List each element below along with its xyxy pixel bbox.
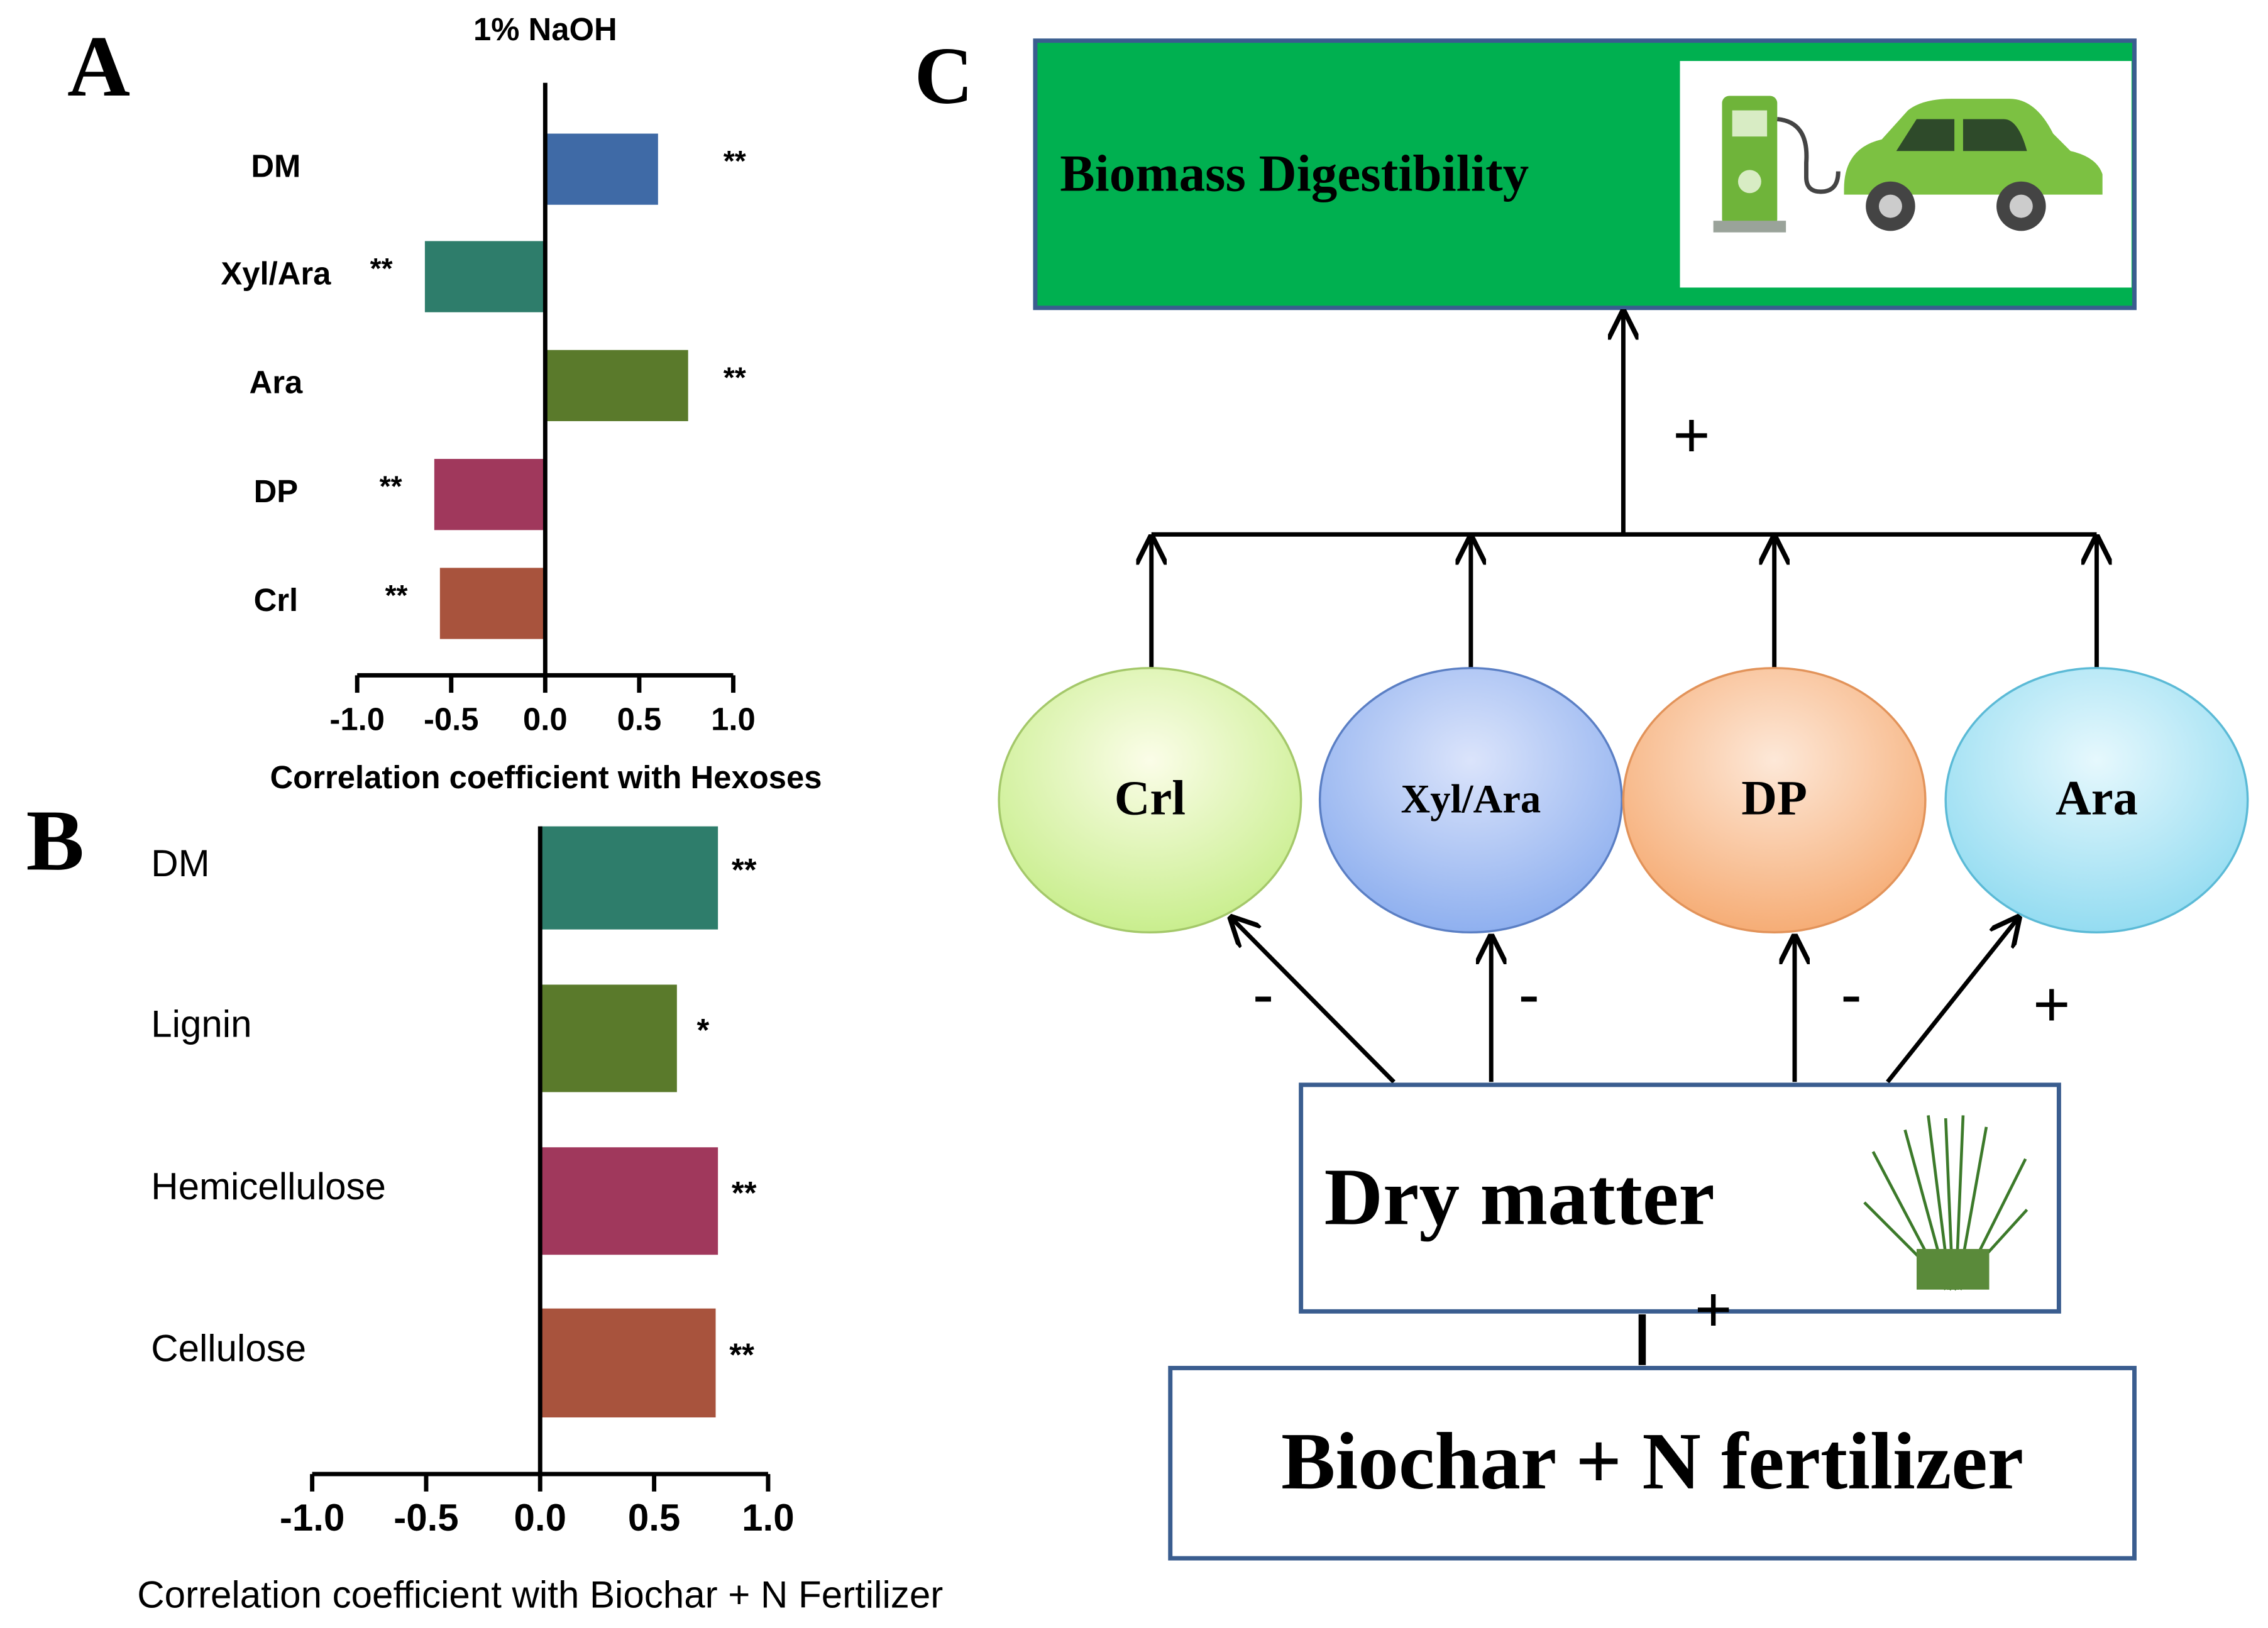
chart-title: 1% NaOH (473, 11, 617, 47)
charts: A 1% NaOH DM ** Xyl/Ara ** Ara ** DP ** Crl ** -1.0 -… (26, 11, 944, 1615)
bottom-box (1168, 1365, 2137, 1561)
x-tick-label: -1.0 (329, 701, 385, 737)
node (1318, 667, 1623, 934)
x-tick-label: 0.5 (628, 1497, 680, 1539)
sign: + (2033, 969, 2070, 1040)
panel-label: A (67, 18, 130, 114)
node-label: Ara (2056, 771, 2138, 825)
sign: + (1673, 399, 1710, 471)
significance-label: ** (732, 1175, 757, 1211)
x-axis-label: Correlation coefficient with Biochar + N… (137, 1573, 943, 1615)
significance-label: ** (724, 145, 746, 177)
sign: - (1518, 958, 1539, 1030)
category-label: DM (251, 148, 300, 184)
bar (439, 568, 546, 639)
significance-label: ** (370, 252, 393, 285)
grass-icon (1863, 1115, 2029, 1291)
x-tick-label: -1.0 (280, 1497, 344, 1539)
sign: - (1841, 958, 1862, 1030)
significance-label: ** (724, 361, 746, 393)
significance-label: ** (385, 579, 408, 612)
bar (540, 1147, 718, 1255)
x-tick-label: 0.0 (523, 701, 568, 737)
panel-label: C (915, 31, 973, 121)
top-box-label: Biomass Digestibility (1060, 144, 1529, 202)
category-label: DP (254, 473, 299, 509)
significance-label: ** (380, 470, 402, 503)
x-tick-label: -0.5 (394, 1497, 458, 1539)
category-label: Hemicellulose (151, 1165, 386, 1207)
node (1622, 667, 1927, 934)
middle-box-label: Dry matter (1324, 1152, 1715, 1241)
car-icon (1713, 96, 2103, 233)
category-label: Cellulose (151, 1328, 306, 1370)
category-label: Lignin (151, 1003, 251, 1045)
bar (540, 1308, 716, 1417)
node (998, 667, 1302, 934)
sign: + (1695, 1273, 1732, 1345)
category-label: Ara (250, 365, 303, 400)
x-tick-label: 0.5 (617, 701, 662, 737)
x-tick-label: 1.0 (742, 1497, 794, 1539)
node-label: Crl (1115, 771, 1186, 825)
bar (424, 241, 546, 312)
panel-label: B (26, 791, 84, 888)
x-tick-label: -0.5 (424, 701, 479, 737)
bar (545, 133, 658, 205)
diagram: C Biomass Digestibility + Crl Xyl/Ara DP (915, 31, 2249, 1561)
node-label: DP (1741, 771, 1807, 825)
bar (545, 349, 688, 422)
category-label: Xyl/Ara (221, 255, 331, 291)
x-axis-label: Correlation coefficient with Hexoses (270, 759, 822, 795)
bar (540, 826, 718, 930)
arrow (1886, 918, 2018, 1084)
bar (540, 984, 677, 1092)
significance-label: ** (729, 1337, 754, 1373)
category-label: DM (151, 842, 209, 884)
node-label: Xyl/Ara (1401, 776, 1541, 822)
bottom-box-label: Biochar + N fertilizer (1281, 1416, 2023, 1506)
bar (434, 459, 546, 531)
significance-label: * (697, 1012, 710, 1048)
category-label: Crl (254, 582, 299, 618)
sign: - (1253, 958, 1274, 1030)
x-tick-label: 1.0 (711, 701, 756, 737)
x-tick-label: 0.0 (514, 1497, 566, 1539)
arrow (1231, 918, 1395, 1084)
node (1944, 667, 2249, 934)
significance-label: ** (732, 852, 757, 888)
